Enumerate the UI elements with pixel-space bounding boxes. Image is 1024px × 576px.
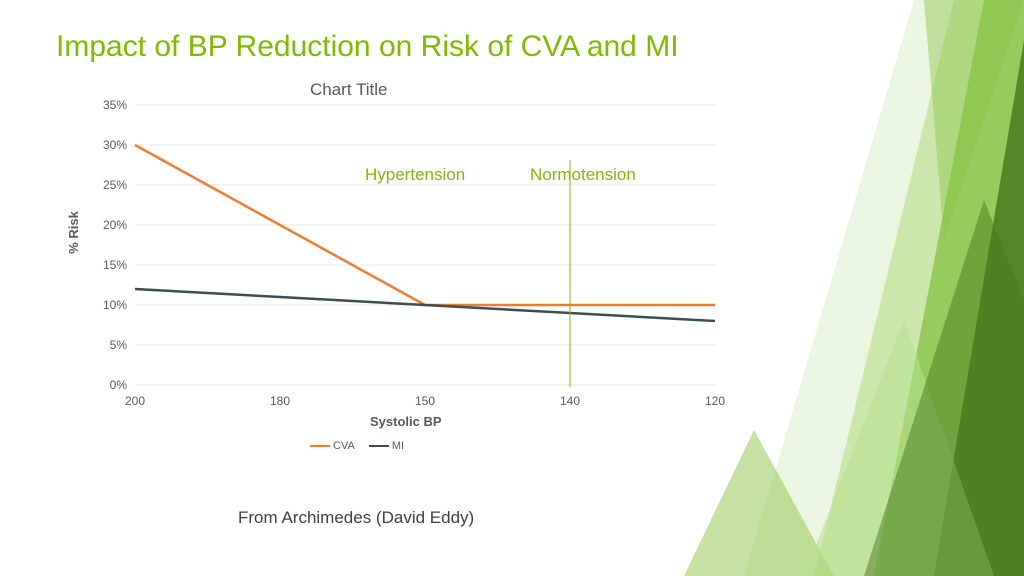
- legend-item-mi: MI: [369, 440, 404, 452]
- svg-text:10%: 10%: [103, 298, 127, 312]
- svg-text:5%: 5%: [110, 338, 128, 352]
- legend-item-cva: CVA: [310, 440, 355, 452]
- legend-label-mi: MI: [392, 440, 404, 452]
- svg-text:200: 200: [125, 394, 145, 408]
- legend-label-cva: CVA: [333, 440, 355, 452]
- legend: CVA MI: [310, 440, 404, 452]
- svg-text:25%: 25%: [103, 178, 127, 192]
- svg-text:150: 150: [415, 394, 435, 408]
- line-chart: 0% 5% 10% 15% 20% 25% 30% 35% 200 180 150 140 120: [95, 100, 755, 460]
- slide-title: Impact of BP Reduction on Risk of CVA an…: [56, 30, 679, 64]
- annotation-hypertension: Hypertension: [365, 165, 465, 185]
- footer-source: From Archimedes (David Eddy): [238, 508, 474, 528]
- legend-swatch-mi: [369, 445, 389, 448]
- svg-text:15%: 15%: [103, 258, 127, 272]
- svg-text:120: 120: [705, 394, 725, 408]
- svg-text:35%: 35%: [103, 100, 127, 112]
- svg-text:30%: 30%: [103, 138, 127, 152]
- svg-text:20%: 20%: [103, 218, 127, 232]
- svg-text:0%: 0%: [110, 378, 128, 392]
- svg-text:180: 180: [270, 394, 290, 408]
- svg-text:140: 140: [560, 394, 580, 408]
- annotation-normotension: Normotension: [530, 165, 636, 185]
- chart-subtitle: Chart Title: [310, 80, 387, 100]
- chart-container: 0% 5% 10% 15% 20% 25% 30% 35% 200 180 150 140 120: [95, 100, 755, 460]
- legend-swatch-cva: [310, 445, 330, 448]
- y-axis-label: % Risk: [66, 211, 81, 254]
